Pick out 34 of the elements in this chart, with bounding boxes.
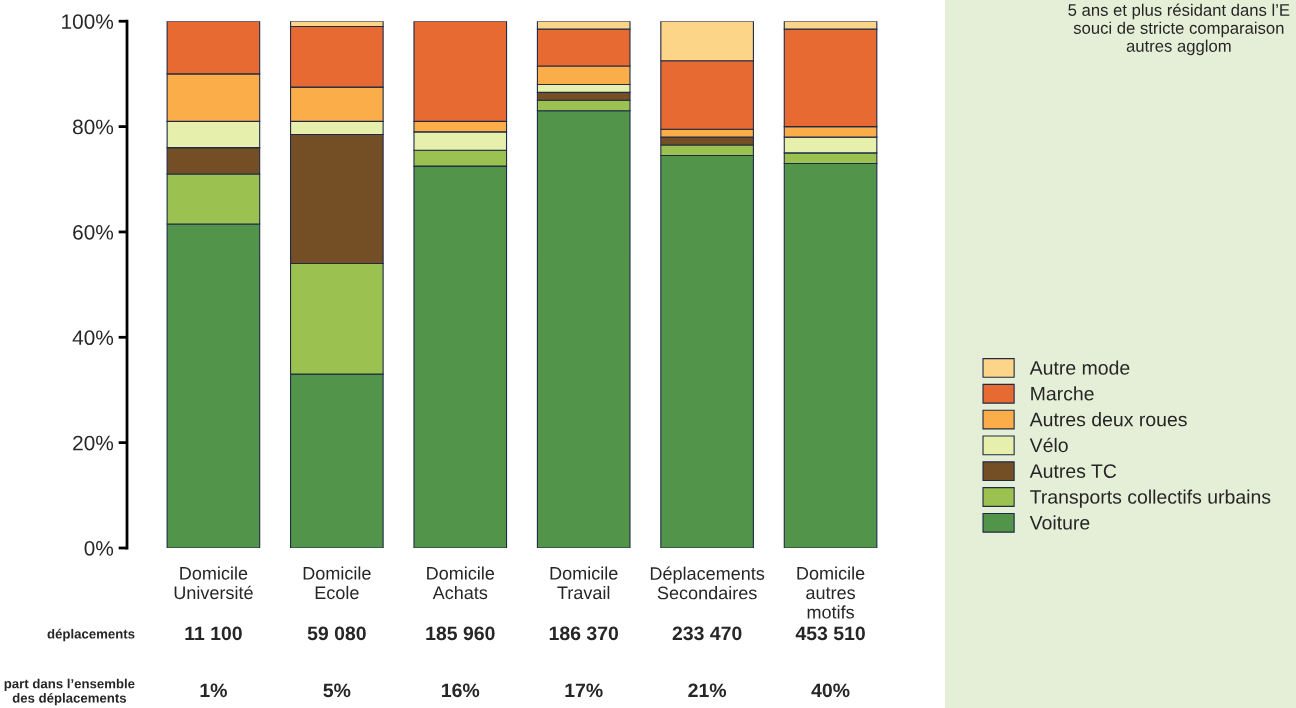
text: 233 470 [672, 626, 742, 641]
y-tick-label: 40% [72, 330, 114, 346]
legend-label: Voiture [1029, 515, 1090, 530]
text: 17% [565, 683, 603, 698]
text: 21% [688, 683, 727, 698]
x-tick-label: Domicile Université [174, 566, 253, 600]
x-tick-label: Domicile Achats [427, 566, 495, 600]
text: 16% [442, 683, 480, 698]
text: 1% [200, 683, 227, 698]
text: 186 370 [549, 626, 619, 641]
x-tick-label: Déplacements Secondaires [650, 566, 765, 600]
text: 59 080 [307, 626, 366, 641]
text: 453 510 [795, 626, 865, 641]
legend-label: Autres TC [1029, 464, 1117, 478]
text: 5% [323, 683, 351, 698]
text: 11 100 [185, 626, 242, 641]
legend-label: Autres deux roues [1029, 412, 1187, 427]
x-tick-label: Domicile Ecole [303, 566, 371, 600]
x-tick-label: Domicile Travail [550, 566, 618, 600]
text: 185 960 [426, 626, 495, 641]
y-tick-label: 60% [73, 224, 114, 240]
legend-label: Transports collectifs urbains [1030, 489, 1271, 508]
text: 40% [811, 683, 850, 698]
legend-label: Vélo [1029, 437, 1068, 453]
x-tick-label: Domicile autres motifs [797, 566, 865, 619]
text: 5 ans et plus résidant dans l’E souci de stricte comparaison autres agglom [1068, 3, 1290, 56]
y-tick-label: 80% [73, 119, 114, 135]
text: déplacements [47, 628, 135, 642]
legend-label: Autre mode [1029, 360, 1130, 375]
legend-label: Marche [1031, 386, 1094, 401]
y-tick-label: 20% [73, 435, 114, 451]
y-tick-label: 0% [84, 540, 114, 556]
y-tick-label: 100% [62, 14, 114, 29]
text: part dans l’ensemble des déplacements [4, 678, 135, 706]
